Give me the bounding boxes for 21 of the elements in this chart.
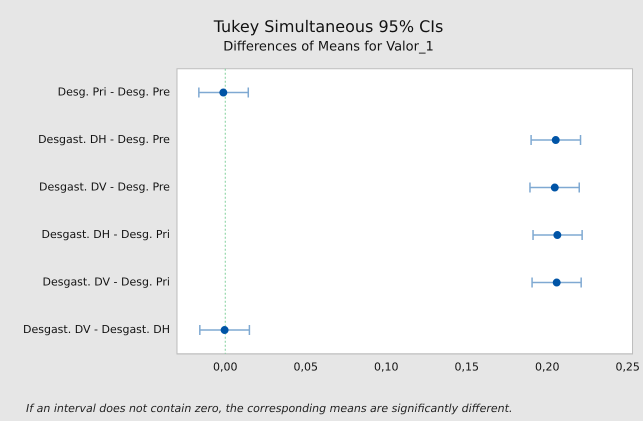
x-tick-label: 0,10 [374, 360, 398, 374]
y-tick-label: Desg. Pri - Desg. Pre [58, 85, 170, 98]
y-tick-label: Desgast. DV - Desgast. DH [22, 322, 170, 336]
y-tick-label: Desgast. DH - Desg. Pri [42, 228, 170, 241]
x-tick-label: 0,25 [615, 360, 640, 374]
point [219, 88, 228, 97]
y-tick-label: Desgast. DV - Desg. Pri [42, 275, 170, 288]
x-tick-label: 0,15 [454, 360, 479, 374]
point [220, 326, 229, 334]
point [553, 231, 562, 240]
point [550, 184, 559, 192]
y-tick-label: Desgast. DV - Desg. Pre [39, 180, 170, 194]
x-tick-label: 0,20 [534, 360, 560, 374]
x-tick-label: 0,00 [213, 360, 238, 374]
chart-subtitle: Differences of Means for Valor_1 [223, 39, 434, 54]
point [552, 136, 560, 144]
text: If an interval does not contain zero, the corresponding means are significantly different. [26, 402, 512, 415]
x-tick-label: 0,05 [293, 360, 318, 374]
point [552, 278, 561, 287]
chart-title: Tukey Simultaneous 95% CIs [212, 16, 444, 36]
y-tick-label: Desgast. DH - Desg. Pre [38, 132, 170, 146]
